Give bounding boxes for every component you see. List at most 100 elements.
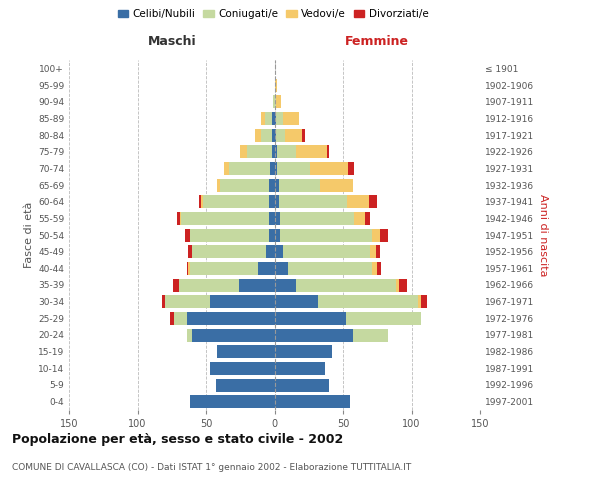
- Bar: [275, 295, 319, 308]
- Bar: [261, 128, 272, 141]
- Bar: [397, 278, 399, 291]
- Bar: [276, 95, 281, 108]
- Bar: [296, 278, 397, 291]
- Bar: [269, 178, 275, 192]
- Bar: [421, 295, 427, 308]
- Bar: [372, 228, 380, 241]
- Text: Maschi: Maschi: [148, 34, 196, 48]
- Bar: [187, 312, 275, 325]
- Bar: [275, 212, 280, 225]
- Bar: [217, 178, 220, 192]
- Bar: [199, 195, 200, 208]
- Bar: [275, 112, 276, 125]
- Bar: [353, 328, 388, 342]
- Bar: [188, 262, 190, 275]
- Bar: [288, 262, 372, 275]
- Legend: Celibi/Nubili, Coniugati/e, Vedovi/e, Divorziati/e: Celibi/Nubili, Coniugati/e, Vedovi/e, Di…: [113, 5, 433, 24]
- Bar: [276, 112, 283, 125]
- Bar: [296, 145, 326, 158]
- Bar: [190, 395, 275, 408]
- Bar: [266, 245, 275, 258]
- Bar: [256, 128, 261, 141]
- Bar: [275, 378, 329, 392]
- Bar: [320, 178, 353, 192]
- Bar: [247, 145, 272, 158]
- Bar: [269, 228, 275, 241]
- Bar: [224, 162, 229, 175]
- Bar: [349, 162, 354, 175]
- Bar: [190, 262, 258, 275]
- Bar: [275, 328, 353, 342]
- Bar: [203, 195, 269, 208]
- Bar: [275, 345, 332, 358]
- Bar: [275, 178, 278, 192]
- Bar: [326, 145, 329, 158]
- Bar: [162, 295, 165, 308]
- Bar: [239, 278, 275, 291]
- Bar: [275, 162, 277, 175]
- Bar: [310, 162, 349, 175]
- Bar: [177, 212, 180, 225]
- Text: Popolazione per età, sesso e stato civile - 2002: Popolazione per età, sesso e stato civil…: [12, 432, 343, 446]
- Bar: [179, 278, 239, 291]
- Bar: [418, 295, 421, 308]
- Bar: [229, 162, 271, 175]
- Bar: [277, 145, 296, 158]
- Bar: [175, 312, 187, 325]
- Bar: [258, 262, 275, 275]
- Bar: [187, 262, 188, 275]
- Bar: [354, 212, 365, 225]
- Bar: [275, 312, 346, 325]
- Bar: [275, 128, 276, 141]
- Bar: [286, 128, 302, 141]
- Bar: [187, 328, 193, 342]
- Bar: [370, 245, 376, 258]
- Bar: [280, 212, 354, 225]
- Bar: [275, 362, 325, 375]
- Bar: [280, 228, 372, 241]
- Bar: [275, 262, 288, 275]
- Bar: [346, 312, 421, 325]
- Bar: [365, 212, 370, 225]
- Bar: [302, 128, 305, 141]
- Y-axis label: Fasce di età: Fasce di età: [24, 202, 34, 268]
- Text: Femmine: Femmine: [345, 34, 409, 48]
- Bar: [275, 228, 280, 241]
- Bar: [283, 245, 370, 258]
- Bar: [369, 195, 377, 208]
- Bar: [275, 395, 350, 408]
- Bar: [275, 195, 278, 208]
- Bar: [269, 212, 275, 225]
- Bar: [377, 262, 382, 275]
- Bar: [165, 295, 210, 308]
- Bar: [188, 245, 193, 258]
- Bar: [261, 112, 265, 125]
- Bar: [170, 312, 175, 325]
- Bar: [283, 112, 299, 125]
- Bar: [181, 212, 269, 225]
- Bar: [272, 145, 275, 158]
- Bar: [372, 262, 377, 275]
- Bar: [376, 245, 380, 258]
- Bar: [210, 362, 275, 375]
- Bar: [192, 245, 266, 258]
- Bar: [276, 128, 286, 141]
- Bar: [275, 95, 276, 108]
- Bar: [210, 295, 275, 308]
- Bar: [380, 228, 388, 241]
- Bar: [273, 95, 275, 108]
- Bar: [220, 178, 269, 192]
- Bar: [278, 195, 347, 208]
- Bar: [277, 162, 310, 175]
- Bar: [272, 128, 275, 141]
- Bar: [272, 112, 275, 125]
- Bar: [185, 228, 190, 241]
- Bar: [190, 228, 269, 241]
- Bar: [180, 212, 181, 225]
- Bar: [215, 378, 275, 392]
- Bar: [275, 145, 277, 158]
- Y-axis label: Anni di nascita: Anni di nascita: [538, 194, 548, 276]
- Bar: [217, 345, 275, 358]
- Bar: [399, 278, 407, 291]
- Bar: [173, 278, 179, 291]
